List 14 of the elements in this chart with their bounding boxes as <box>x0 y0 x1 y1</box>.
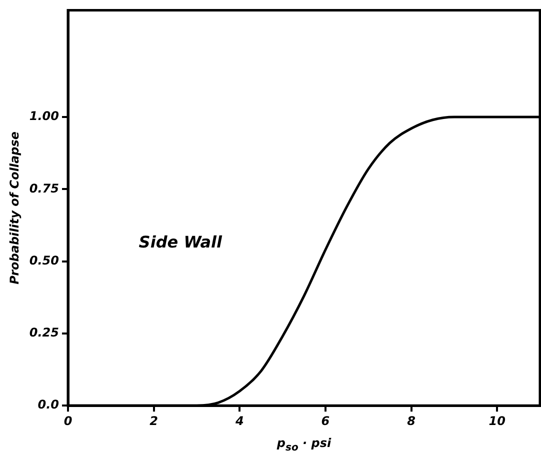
y-tick-label: 0.0 <box>38 398 60 412</box>
y-tick-label: 0.25 <box>29 326 60 340</box>
x-tick-label: 2 <box>150 414 158 428</box>
x-axis-title: p$_{so}$ · psi <box>276 436 332 454</box>
y-axis-title: Probability of Collapse <box>7 131 22 284</box>
x-tick-label: 4 <box>234 414 244 428</box>
y-tick-label: 0.75 <box>29 181 60 196</box>
x-tick-label: 0 <box>64 414 72 428</box>
x-tick-label: 8 <box>407 414 416 428</box>
x-tick-label: 6 <box>321 414 330 428</box>
y-tick-label: 0.50 <box>29 253 60 268</box>
x-tick-label: 10 <box>488 414 506 428</box>
y-tick-label: 1.00 <box>29 109 60 124</box>
annotation: Side Wall <box>138 232 223 252</box>
